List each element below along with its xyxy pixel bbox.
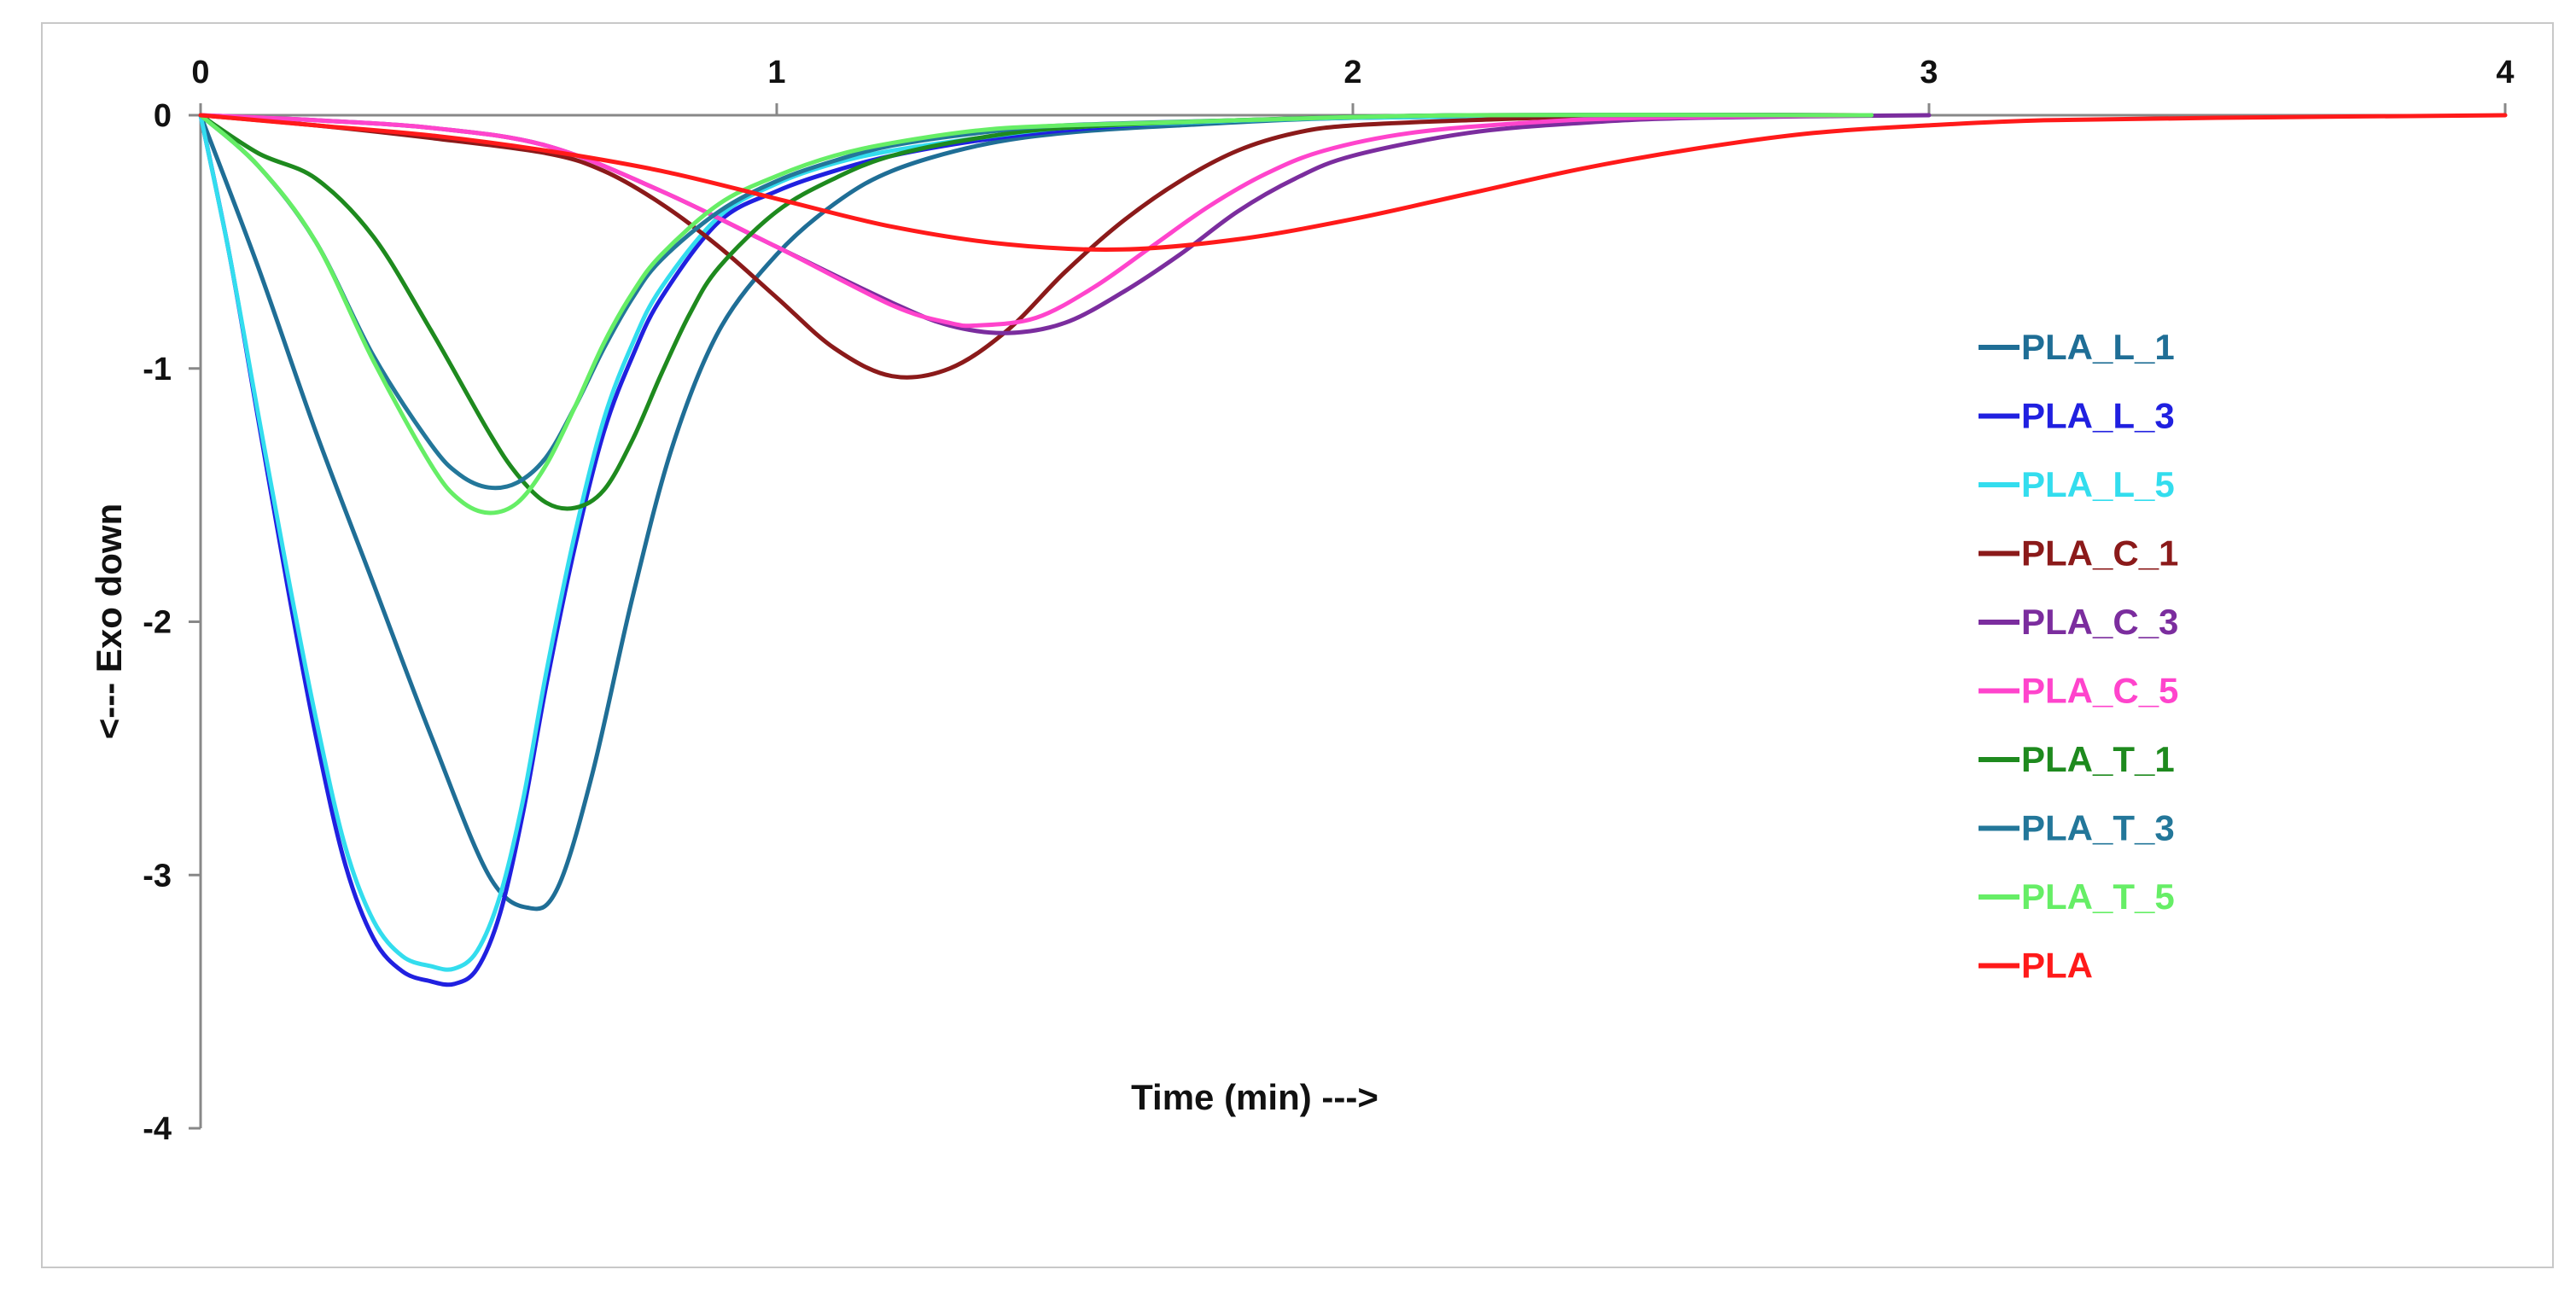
y-ticks: 0 -1 -2 -3 -4 (143, 98, 201, 1147)
series-line-pla-l-1 (198, 113, 1874, 912)
series-line-pla-c-1 (198, 113, 1874, 380)
series-layer (198, 113, 2508, 987)
legend-item-pla-c-5: PLA_C_5 (1979, 671, 2178, 711)
series-line-pla-c-3 (198, 113, 1932, 335)
series-line-pla-t-1 (198, 113, 1874, 511)
y-tick-label: -3 (143, 858, 172, 894)
legend: PLA_L_1 PLA_L_3 PLA_L_5 PLA_C_1 PLA_C_3 PLA_C… (1979, 327, 2178, 986)
series-line-pla-l-5 (198, 113, 1874, 972)
legend-item-pla-t-1: PLA_T_1 (1979, 739, 2175, 779)
y-tick-label: -1 (143, 352, 172, 387)
legend-label: PLA (2021, 946, 2093, 986)
legend-label: PLA_T_5 (2021, 877, 2175, 917)
legend-label: PLA_L_3 (2021, 396, 2175, 436)
y-tick-label: -2 (143, 605, 172, 641)
x-tick-label: 0 (191, 55, 209, 90)
x-ticks: 0 1 2 3 4 (191, 55, 2515, 115)
legend-label: PLA_T_1 (2021, 739, 2175, 779)
x-tick-label: 3 (1920, 55, 1938, 90)
legend-item-pla-l-1: PLA_L_1 (1979, 327, 2175, 367)
legend-label: PLA_L_5 (2021, 464, 2175, 504)
legend-label: PLA_T_3 (2021, 808, 2175, 848)
legend-item-pla: PLA (1979, 946, 2093, 986)
legend-label: PLA_C_5 (2021, 671, 2178, 711)
series-line-pla-t-5 (198, 113, 1874, 515)
legend-label: PLA_C_3 (2021, 602, 2178, 642)
x-tick-label: 4 (2496, 55, 2514, 90)
legend-item-pla-t-5: PLA_T_5 (1979, 877, 2175, 917)
x-axis-title: Time (min) ---> (1131, 1077, 1378, 1117)
series-line-pla-c-5 (198, 113, 1874, 329)
y-axis-title: <--- Exo down (89, 504, 129, 740)
legend-label: PLA_C_1 (2021, 533, 2178, 574)
x-tick-label: 2 (1343, 55, 1361, 90)
series-line-pla (198, 113, 2508, 253)
y-tick-label: 0 (154, 98, 172, 134)
y-tick-label: -4 (143, 1111, 172, 1147)
legend-item-pla-c-3: PLA_C_3 (1979, 602, 2178, 642)
legend-item-pla-l-3: PLA_L_3 (1979, 396, 2175, 436)
legend-item-pla-l-5: PLA_L_5 (1979, 464, 2175, 504)
legend-item-pla-c-1: PLA_C_1 (1979, 533, 2178, 574)
axes: 0 1 2 3 4 0 -1 -2 -3 -4 (143, 55, 2514, 1147)
legend-item-pla-t-3: PLA_T_3 (1979, 808, 2175, 848)
legend-label: PLA_L_1 (2021, 327, 2175, 367)
x-tick-label: 1 (767, 55, 785, 90)
